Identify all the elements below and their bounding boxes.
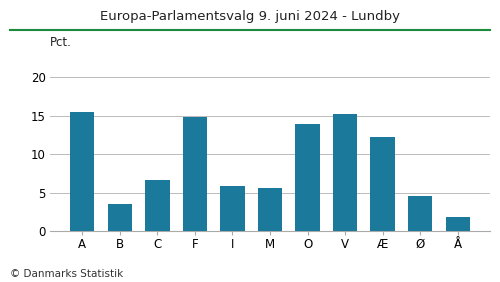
Bar: [446, 217, 470, 231]
Bar: [408, 196, 432, 231]
Bar: [370, 137, 395, 231]
Text: Pct.: Pct.: [50, 36, 72, 49]
Text: © Danmarks Statistik: © Danmarks Statistik: [10, 269, 123, 279]
Bar: [70, 112, 94, 231]
Bar: [108, 204, 132, 231]
Text: Europa-Parlamentsvalg 9. juni 2024 - Lundby: Europa-Parlamentsvalg 9. juni 2024 - Lun…: [100, 10, 400, 23]
Bar: [296, 124, 320, 231]
Bar: [333, 114, 357, 231]
Bar: [258, 188, 282, 231]
Bar: [182, 117, 207, 231]
Bar: [145, 180, 170, 231]
Bar: [220, 186, 244, 231]
